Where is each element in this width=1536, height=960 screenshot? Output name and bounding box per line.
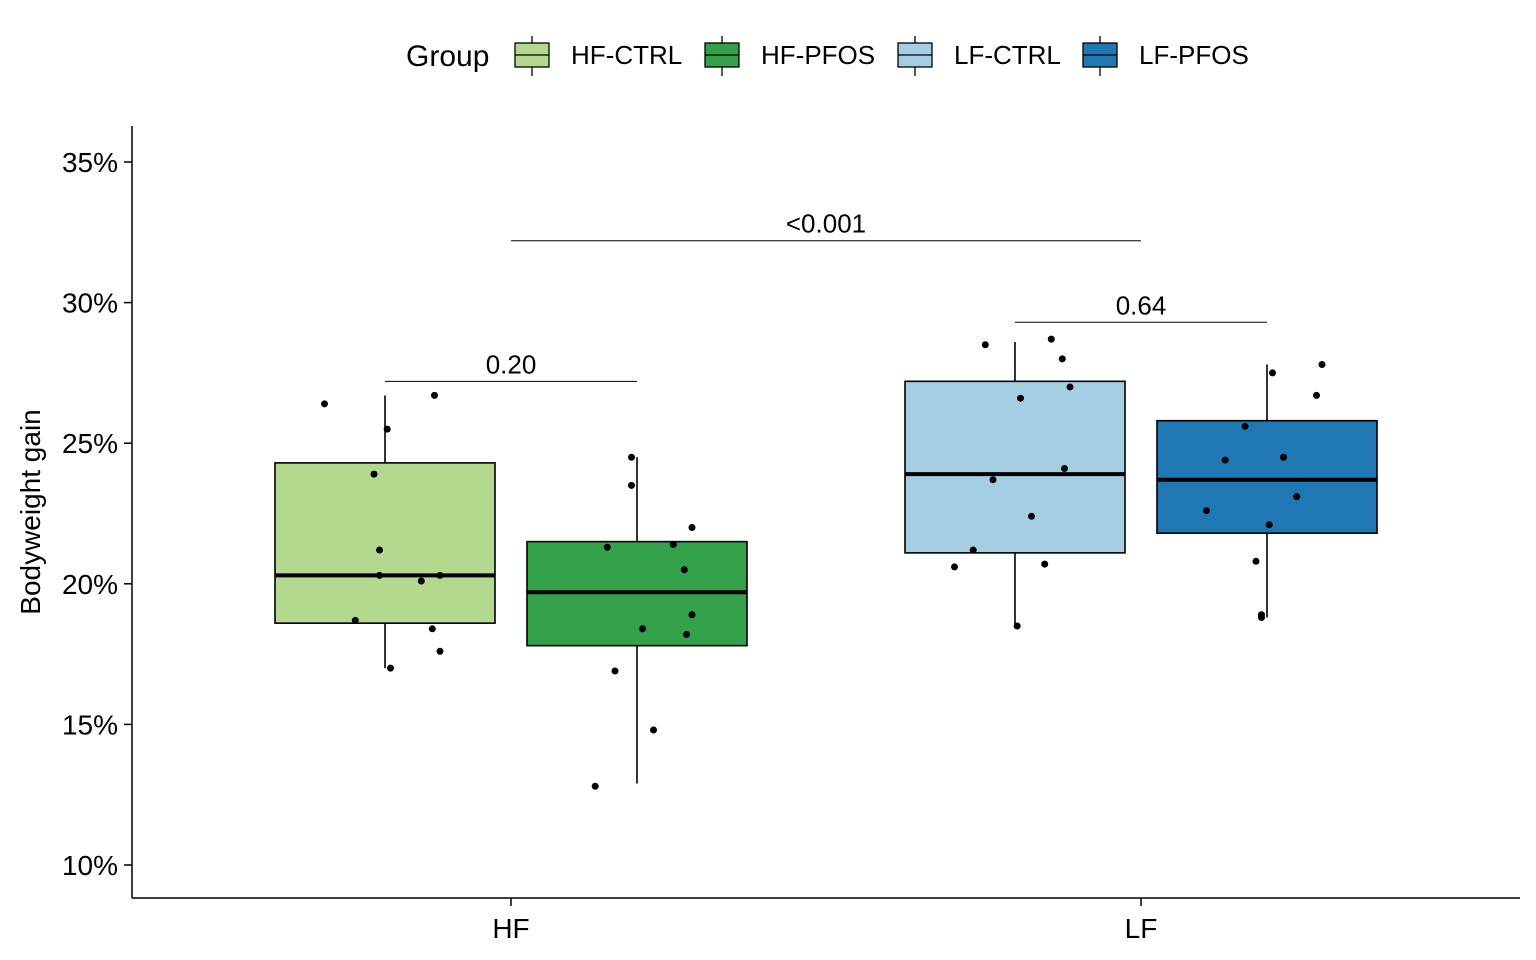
- data-point: [376, 546, 383, 554]
- data-point: [1269, 369, 1276, 377]
- data-point: [1013, 622, 1021, 630]
- data-point: [989, 476, 997, 484]
- y-tick-label: 35%: [62, 147, 118, 178]
- plot-area: 10% 15% 20% 25% 30% 35% HF LF 0.20 0.64 <0.001: [62, 126, 1520, 944]
- data-point: [321, 400, 328, 408]
- legend-key-hf-ctrl: [514, 36, 550, 76]
- data-point: [1066, 383, 1074, 391]
- data-point: [628, 453, 635, 461]
- data-point: [650, 726, 657, 734]
- data-point: [639, 625, 646, 633]
- data-point: [603, 543, 611, 551]
- data-point: [383, 425, 391, 433]
- y-tick-label: 20%: [62, 569, 118, 600]
- data-point: [969, 546, 977, 554]
- legend-label: LF-CTRL: [954, 40, 1061, 70]
- data-point: [951, 563, 958, 571]
- legend-key-lf-pfos: [1082, 36, 1118, 76]
- data-point: [688, 524, 696, 532]
- y-tick-label: 15%: [62, 709, 118, 740]
- y-tick-label: 30%: [62, 288, 118, 319]
- y-tick-label: 25%: [62, 428, 118, 459]
- legend: Group HF-CTRL HF-PFOS LF-CTRL LF-PFOS: [406, 36, 1249, 76]
- data-point: [1293, 493, 1301, 501]
- data-point: [1241, 422, 1249, 430]
- comparison-pvalue: <0.001: [786, 209, 866, 239]
- data-point: [1313, 391, 1320, 399]
- x-tick-label: HF: [492, 913, 529, 944]
- data-point: [417, 577, 425, 585]
- data-point: [1258, 614, 1265, 622]
- legend-label: HF-PFOS: [761, 40, 875, 70]
- data-point: [1061, 465, 1068, 473]
- y-tick-label: 10%: [62, 850, 118, 881]
- legend-key-lf-ctrl: [897, 36, 933, 76]
- data-point: [431, 391, 438, 399]
- data-point: [1265, 521, 1273, 529]
- x-tick-label: LF: [1125, 913, 1158, 944]
- data-point: [683, 630, 690, 638]
- legend-title: Group: [406, 40, 489, 73]
- y-axis-title: Bodyweight gain: [15, 409, 46, 614]
- data-point: [591, 782, 599, 790]
- data-point: [981, 341, 989, 349]
- box-hf-pfos: [526, 453, 748, 790]
- comparison-pvalue: 0.64: [1116, 290, 1167, 320]
- box-hf-ctrl: [274, 391, 496, 672]
- data-point: [351, 616, 359, 624]
- data-point: [1203, 507, 1210, 515]
- data-point: [1017, 394, 1024, 402]
- data-point: [1028, 512, 1035, 520]
- data-point: [688, 611, 696, 619]
- data-point: [1252, 557, 1260, 565]
- data-point: [669, 540, 677, 548]
- box-lf-pfos: [1156, 360, 1378, 622]
- box-iqr: [904, 380, 1126, 554]
- legend-label: LF-PFOS: [1139, 40, 1249, 70]
- data-point: [611, 667, 619, 675]
- data-point: [1041, 560, 1049, 568]
- box-iqr: [274, 462, 496, 624]
- box-lf-ctrl: [904, 335, 1126, 630]
- data-point: [387, 664, 394, 672]
- data-point: [628, 481, 635, 489]
- data-point: [1221, 456, 1229, 464]
- data-point: [1058, 355, 1066, 363]
- data-point: [370, 470, 378, 478]
- data-point: [680, 566, 688, 574]
- data-point: [1280, 453, 1287, 461]
- comparison-pvalue: 0.20: [486, 349, 537, 379]
- data-point: [436, 571, 444, 579]
- data-point: [376, 571, 383, 579]
- legend-key-hf-pfos: [704, 36, 740, 76]
- legend-label: HF-CTRL: [571, 40, 682, 70]
- data-point: [436, 647, 444, 655]
- data-point: [1318, 360, 1326, 368]
- data-point: [1047, 335, 1055, 343]
- box-iqr: [1156, 419, 1378, 534]
- data-point: [428, 625, 436, 633]
